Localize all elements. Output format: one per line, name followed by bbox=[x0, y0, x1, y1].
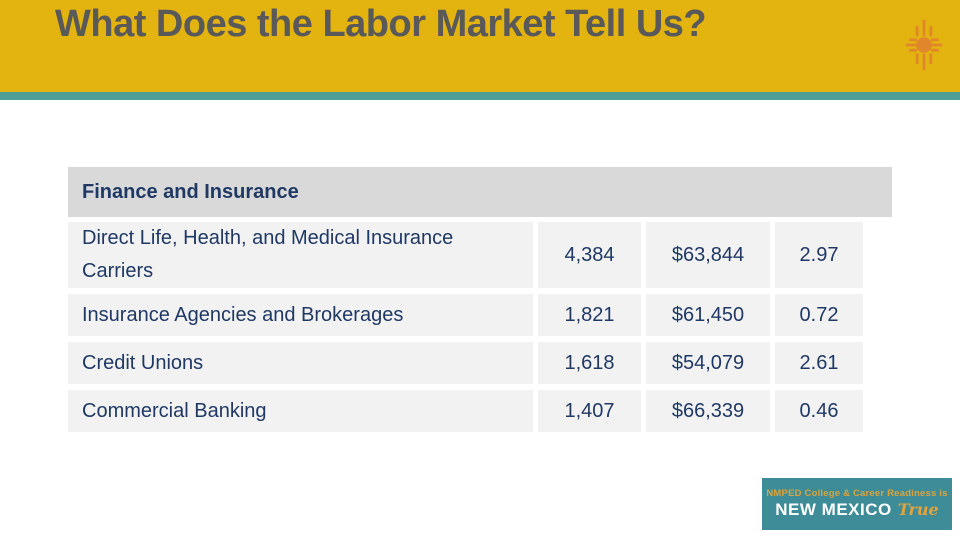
logo-brand-name: NEW MEXICO bbox=[775, 500, 892, 519]
zia-sun-icon bbox=[898, 17, 950, 78]
new-mexico-true-logo: NMPED College & Career Readiness is NEW … bbox=[762, 478, 952, 530]
logo-tagline: NMPED College & Career Readiness is bbox=[766, 488, 948, 499]
page-title: What Does the Labor Market Tell Us? bbox=[55, 3, 707, 45]
title-band: What Does the Labor Market Tell Us? bbox=[0, 0, 960, 92]
header-divider bbox=[0, 92, 960, 100]
table-cell-wage: $61,450 bbox=[646, 294, 770, 336]
table-cell-employment: 1,821 bbox=[538, 294, 641, 336]
table-cell-employment: 1,618 bbox=[538, 342, 641, 384]
table-cell-quotient: 2.97 bbox=[775, 222, 863, 288]
table-row-label: Commercial Banking bbox=[68, 390, 533, 432]
table-cell-wage: $63,844 bbox=[646, 222, 770, 288]
table-cell-employment: 4,384 bbox=[538, 222, 641, 288]
table-cell-wage: $54,079 bbox=[646, 342, 770, 384]
logo-brand-row: NEW MEXICO True bbox=[775, 500, 938, 520]
table-row-label: Direct Life, Health, and Medical Insuran… bbox=[68, 222, 533, 288]
table-cell-employment: 1,407 bbox=[538, 390, 641, 432]
table-section-header: Finance and Insurance bbox=[68, 167, 892, 217]
logo-brand-script: True bbox=[897, 500, 939, 519]
table-row-label: Credit Unions bbox=[68, 342, 533, 384]
table-cell-quotient: 0.46 bbox=[775, 390, 863, 432]
table-cell-wage: $66,339 bbox=[646, 390, 770, 432]
table-cell-quotient: 0.72 bbox=[775, 294, 863, 336]
table-row-label: Insurance Agencies and Brokerages bbox=[68, 294, 533, 336]
table-cell-quotient: 2.61 bbox=[775, 342, 863, 384]
finance-table: Direct Life, Health, and Medical Insuran… bbox=[68, 222, 863, 432]
